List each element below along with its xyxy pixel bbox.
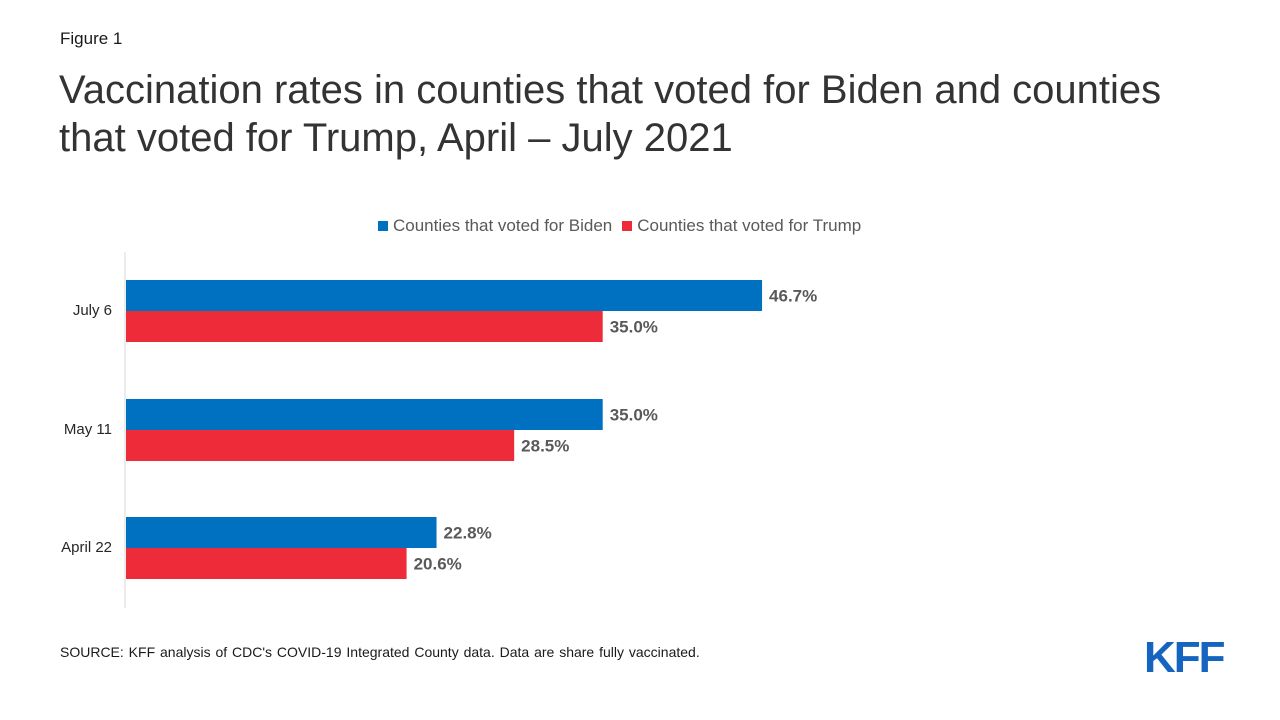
bar-trump — [126, 548, 407, 579]
category-label: April 22 — [61, 539, 112, 556]
legend-swatch-trump — [622, 221, 633, 231]
data-label-trump: 35.0% — [610, 318, 658, 337]
kff-logo: KFF — [1144, 633, 1226, 682]
bar-biden — [126, 280, 763, 311]
bar-trump — [126, 311, 603, 342]
bar-trump — [126, 430, 515, 461]
source-note: SOURCE: KFF analysis of CDC's COVID-19 I… — [60, 644, 700, 660]
legend-item-trump: Counties that voted for Trump — [622, 216, 861, 236]
chart-title: Vaccination rates in counties that voted… — [59, 68, 1162, 160]
data-label-biden: 46.7% — [769, 287, 817, 306]
legend-item-biden: Counties that voted for Biden — [378, 216, 612, 236]
legend-swatch-biden — [378, 221, 388, 231]
legend-label-biden: Counties that voted for Biden — [393, 216, 613, 235]
figure-label: Figure 1 — [60, 29, 123, 48]
bar-biden — [126, 517, 437, 548]
data-label-biden: 22.8% — [444, 524, 492, 543]
bar-biden — [126, 399, 603, 430]
data-label-biden: 35.0% — [610, 406, 658, 425]
category-label: July 6 — [73, 302, 112, 319]
category-label: May 11 — [64, 421, 112, 438]
legend-label-trump: Counties that voted for Trump — [637, 216, 862, 235]
chart-legend: Counties that voted for Biden Counties t… — [378, 216, 871, 236]
data-label-trump: 28.5% — [521, 437, 569, 456]
data-label-trump: 20.6% — [414, 555, 462, 574]
